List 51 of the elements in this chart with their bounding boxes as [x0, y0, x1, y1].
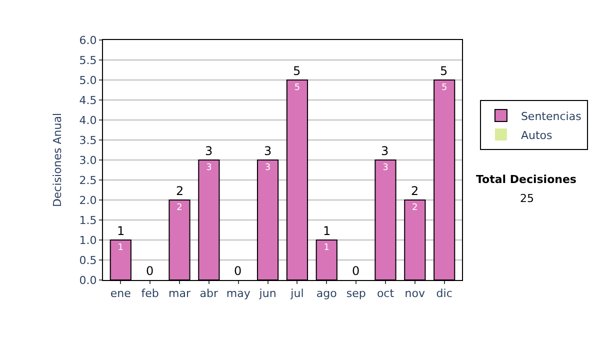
total-label: 5 [293, 64, 301, 78]
data-label: 2 [176, 203, 182, 213]
x-tick-label: dic [436, 287, 452, 300]
data-label: 5 [294, 83, 300, 93]
y-tick-label: 5.0 [79, 74, 97, 87]
total-label: 1 [323, 224, 331, 238]
total-label: 0 [352, 264, 360, 278]
data-label: 3 [382, 163, 388, 173]
total-label: 0 [146, 264, 154, 278]
x-tick-label: nov [404, 287, 426, 300]
total-label: 0 [234, 264, 242, 278]
y-tick-label: 0.0 [79, 274, 97, 287]
total-label: 3 [205, 144, 213, 158]
y-tick-label: 1.0 [79, 234, 97, 247]
text: Total Decisiones [476, 173, 577, 186]
x-tick-label: ago [316, 287, 338, 300]
total-label: 3 [264, 144, 272, 158]
y-tick-label: 5.5 [79, 54, 97, 67]
y-axis-title: Decisiones Anual [50, 112, 64, 208]
x-tick-label: jun [258, 287, 276, 300]
data-label: 1 [118, 243, 124, 253]
total-label: 2 [411, 184, 419, 198]
x-tick-label: sep [346, 287, 366, 300]
total-label: 3 [381, 144, 389, 158]
y-tick-label: 2.0 [79, 194, 97, 207]
data-label: 2 [412, 203, 418, 213]
y-tick-label: 2.5 [79, 174, 97, 187]
total-label: 5 [440, 64, 448, 78]
x-tick-label: jul [290, 287, 304, 300]
legend-label: Autos [520, 128, 552, 142]
y-tick-label: 1.5 [79, 214, 97, 227]
data-label: 1 [324, 243, 330, 253]
data-label: 3 [264, 163, 271, 173]
total-label: 2 [176, 184, 184, 198]
x-tick-label: mar [168, 287, 191, 300]
text: 25 [520, 192, 534, 205]
data-label: 3 [206, 163, 212, 173]
legend-label: Sentencias [520, 110, 582, 123]
y-tick-label: 3.0 [79, 154, 97, 167]
y-tick-label: 4.0 [79, 114, 97, 127]
x-tick-label: oct [376, 287, 395, 300]
total-label: 1 [117, 224, 125, 238]
y-tick-label: 4.5 [79, 94, 97, 107]
data-label: 5 [441, 83, 448, 93]
x-tick-label: may [226, 287, 251, 300]
x-tick-label: abr [200, 287, 219, 300]
x-tick-label: ene [110, 287, 132, 300]
x-tick-label: feb [141, 287, 159, 300]
y-tick-label: 6.0 [79, 34, 97, 47]
y-tick-label: 0.5 [79, 254, 97, 267]
y-tick-label: 3.5 [79, 134, 97, 147]
